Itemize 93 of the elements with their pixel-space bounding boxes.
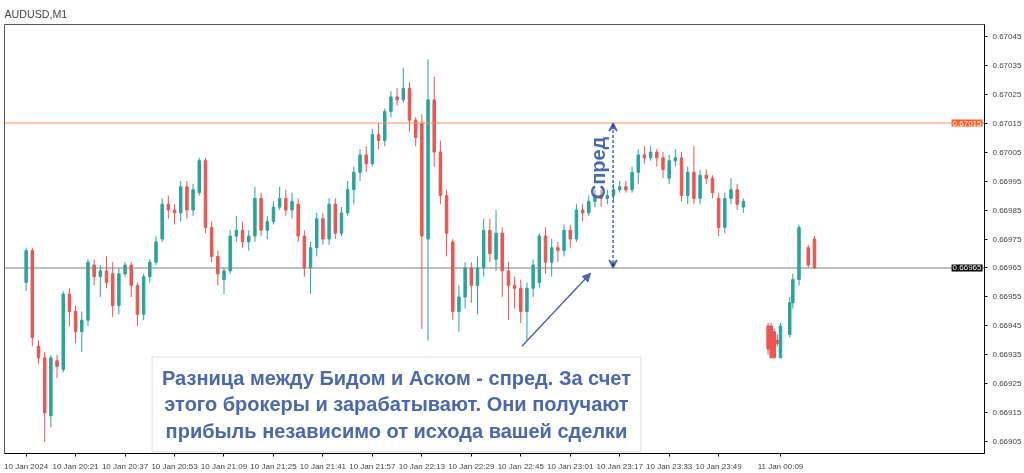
candlestick — [519, 279, 523, 324]
candlestick — [549, 238, 554, 278]
y-tick-label: 0.67015 — [992, 118, 1022, 128]
candlestick — [284, 189, 288, 217]
candlestick — [166, 195, 171, 220]
x-tick-label: 10 Jan 20:21 — [52, 461, 100, 471]
candlestick — [457, 284, 461, 333]
x-tick-label: 10 Jan 21:57 — [349, 461, 397, 471]
x-tick-label: 10 Jan 23:01 — [547, 461, 594, 471]
candlestick — [636, 148, 640, 185]
candlestick — [271, 200, 276, 226]
candlestick — [234, 215, 239, 243]
x-tick-label: 10 Jan 21:41 — [299, 461, 347, 471]
candlestick — [277, 186, 282, 211]
candlestick — [80, 310, 84, 353]
annotation: Разница между Бидом и Аском - спред. За счет этого брокеры и зарабатывают. Они получают прибыль независимо от исхода вашей сделки — [162, 366, 632, 442]
x-tick-label: 10 Jan 21:09 — [200, 461, 248, 471]
y-tick-label: 0.66915 — [992, 408, 1022, 418]
candlestick — [413, 116, 418, 147]
candlestick — [661, 151, 665, 179]
candlestick — [222, 267, 226, 295]
x-tick-label: 10 Jan 2024 — [4, 461, 49, 471]
candlestick — [556, 241, 560, 263]
x-tick-label: 10 Jan 22:45 — [497, 461, 545, 471]
y-tick-label: 0.66905 — [992, 437, 1022, 447]
ref-line-label: 0.67015 — [952, 118, 983, 128]
chart-title: AUDUSD,M1 — [4, 7, 68, 20]
x-tick-label: 10 Jan 21:25 — [250, 461, 298, 471]
y-tick-label: 0.66975 — [992, 234, 1022, 244]
candlestick — [624, 180, 628, 194]
candlestick — [506, 261, 511, 321]
candlestick — [345, 180, 350, 217]
candlestick — [469, 261, 474, 304]
candlestick — [562, 224, 566, 257]
candlestick — [172, 203, 177, 226]
candlestick — [352, 166, 356, 205]
y-tick-label: 0.67005 — [992, 147, 1022, 157]
x-tick-label: 10 Jan 23:49 — [695, 461, 743, 471]
candlestick — [104, 255, 109, 289]
candlestick — [512, 276, 517, 310]
candlestick — [401, 67, 406, 104]
ref-line-label: 0.66965 — [952, 263, 983, 273]
candlestick — [55, 354, 59, 379]
candlestick — [735, 183, 739, 211]
candlestick — [246, 229, 251, 252]
candlestick — [395, 87, 399, 107]
candlestick — [67, 287, 72, 327]
candlestick — [587, 195, 591, 217]
x-tick-label: 10 Jan 22:29 — [448, 461, 495, 471]
annotation: Спред — [587, 136, 610, 200]
candlestick — [630, 166, 634, 194]
candlestick — [729, 177, 733, 205]
candlestick — [531, 258, 535, 298]
x-tick-label: 10 Jan 20:37 — [101, 461, 149, 471]
y-tick-label: 0.66985 — [992, 205, 1022, 215]
candlestick — [364, 145, 368, 173]
candlestick — [185, 180, 189, 220]
candlestick — [92, 258, 96, 286]
candlestick — [488, 218, 492, 263]
candlestick — [710, 174, 715, 199]
candlestick — [216, 250, 220, 286]
candlestick — [265, 215, 270, 240]
x-tick-label: 10 Jan 22:13 — [398, 461, 446, 471]
candlestick — [358, 148, 362, 182]
y-tick-label: 0.66945 — [992, 321, 1022, 331]
candlestick — [339, 206, 344, 237]
y-tick-label: 0.67045 — [992, 31, 1022, 41]
candlestick — [191, 183, 195, 217]
candlestick — [290, 192, 294, 220]
candlestick — [98, 264, 103, 298]
y-tick-label: 0.66965 — [992, 263, 1022, 273]
y-tick-label: 0.66925 — [992, 379, 1022, 389]
x-tick-label: 10 Jan 20:53 — [151, 461, 199, 471]
candlestick — [667, 154, 671, 185]
candlestick — [698, 168, 702, 205]
candlestick — [568, 224, 572, 249]
y-tick-label: 0.66935 — [992, 350, 1022, 360]
x-tick-label: 10 Jan 23:33 — [646, 461, 693, 471]
y-tick-label: 0.66955 — [992, 292, 1022, 302]
x-tick-label: 11 Jan 00:09 — [757, 461, 804, 471]
candlestick — [376, 122, 381, 150]
candlestick — [525, 281, 529, 341]
candlestick — [685, 166, 690, 205]
x-tick-label: 10 Jan 23:17 — [596, 461, 644, 471]
candlestick — [129, 261, 133, 298]
candlestick — [389, 90, 393, 118]
y-tick-label: 0.67025 — [992, 89, 1022, 99]
y-tick-label: 0.67035 — [992, 60, 1022, 70]
candlestick — [154, 235, 158, 266]
candlestick — [321, 212, 325, 246]
candlestick — [240, 221, 245, 249]
y-tick-label: 0.66995 — [992, 176, 1022, 186]
candlestick — [806, 244, 811, 269]
